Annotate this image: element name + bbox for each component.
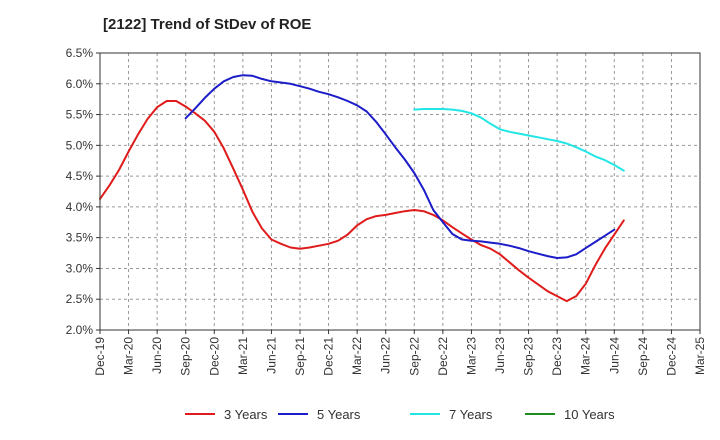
series-line-7-years	[413, 108, 625, 172]
x-tick-label: Jun-23	[493, 337, 507, 374]
x-tick-label: Mar-20	[122, 337, 136, 375]
x-tick-label: Jun-24	[607, 337, 621, 374]
series-line-5-years	[184, 74, 616, 259]
x-axis-ticks: Dec-19 Mar-20 Jun-20 Sep-20 Dec-20 Mar-21 Jun-…	[93, 330, 707, 376]
y-tick-label: 2.0%	[66, 323, 94, 337]
grid	[100, 53, 700, 330]
x-tick-label: Mar-23	[464, 337, 478, 375]
x-tick-label: Dec-23	[550, 337, 564, 376]
series-line-3-years	[99, 100, 625, 303]
x-tick-label: Sep-22	[407, 337, 421, 376]
x-tick-label: Sep-23	[522, 337, 536, 376]
x-tick-label: Dec-20	[207, 337, 221, 376]
y-tick-label: 5.5%	[66, 108, 94, 122]
y-tick-label: 5.0%	[66, 138, 94, 152]
x-tick-label: Mar-22	[350, 337, 364, 375]
y-tick-label: 3.0%	[66, 261, 94, 275]
y-tick-label: 3.5%	[66, 231, 94, 245]
plot-area-border	[99, 52, 701, 331]
x-tick-label: Mar-25	[693, 337, 707, 375]
chart-title: [2122] Trend of StDev of ROE	[103, 16, 311, 33]
x-tick-label: Sep-24	[636, 337, 650, 376]
x-tick-label: Sep-20	[179, 337, 193, 376]
x-tick-label: Mar-21	[236, 337, 250, 375]
x-tick-label: Dec-24	[664, 337, 678, 376]
x-tick-label: Jun-20	[150, 337, 164, 374]
legend-label-5-years: 5 Years	[317, 407, 361, 422]
x-tick-label: Dec-22	[436, 337, 450, 376]
x-tick-label: Dec-21	[322, 337, 336, 376]
y-tick-label: 6.0%	[66, 77, 94, 91]
legend: 3 Years 5 Years 7 Years 10 Years	[185, 407, 615, 422]
x-tick-label: Sep-21	[293, 337, 307, 376]
x-tick-label: Mar-24	[579, 337, 593, 375]
legend-label-7-years: 7 Years	[449, 407, 493, 422]
y-tick-label: 4.0%	[66, 200, 94, 214]
y-tick-label: 2.5%	[66, 292, 94, 306]
y-tick-label: 4.5%	[66, 169, 94, 183]
x-tick-label: Jun-22	[379, 337, 393, 374]
legend-label-3-years: 3 Years	[224, 407, 268, 422]
y-tick-label: 6.5%	[66, 46, 94, 60]
x-tick-label: Dec-19	[93, 337, 107, 376]
x-tick-label: Jun-21	[264, 337, 278, 374]
legend-label-10-years: 10 Years	[564, 407, 615, 422]
y-axis-ticks: 2.0% 2.5% 3.0% 3.5% 4.0% 4.5% 5.0% 5.5% 6.0% 6.5%	[66, 46, 100, 337]
series-lines	[99, 74, 625, 303]
